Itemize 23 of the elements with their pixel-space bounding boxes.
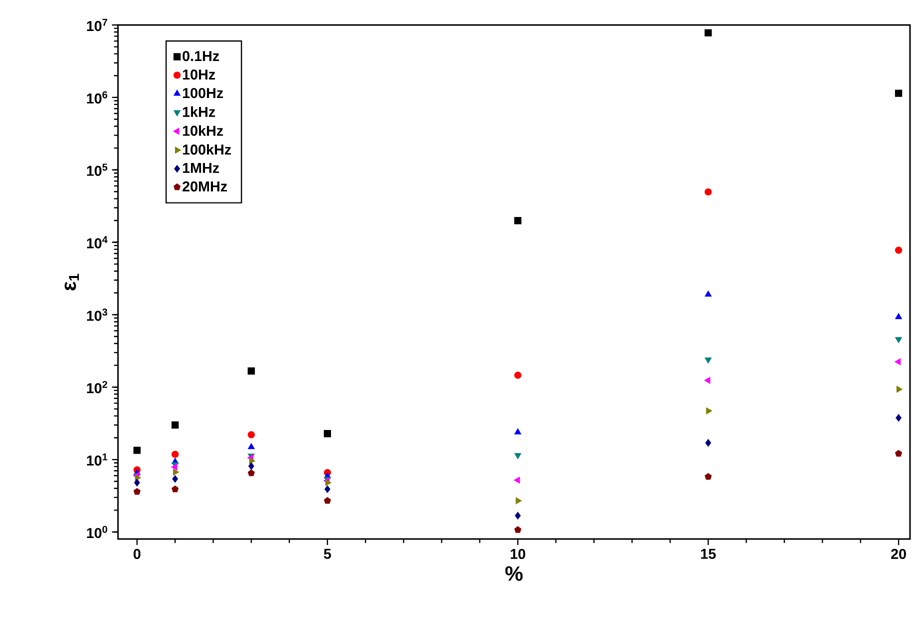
y-tick-label: 10$^{6}$ bbox=[87, 91, 108, 104]
x-tick-label: 0 bbox=[134, 548, 140, 560]
legend-label: 1MHz bbox=[182, 163, 219, 173]
legend-label: 100kHz bbox=[182, 144, 231, 155]
x-tick-label: 15 bbox=[701, 548, 716, 559]
y-tick-label: 10$^{1}$ bbox=[87, 453, 108, 466]
y-tick-label: 10$^{3}$ bbox=[87, 308, 108, 321]
legend-label: 10Hz bbox=[182, 69, 216, 80]
legend-label: 100Hz bbox=[182, 88, 223, 98]
y-tick-label: 10$^{2}$ bbox=[87, 380, 108, 394]
y-axis-title: ε$_{1}$ bbox=[64, 274, 79, 290]
y-tick-label: 10$^{4}$ bbox=[87, 236, 108, 248]
x-tick-label: 20 bbox=[891, 548, 906, 560]
x-tick-label: 10 bbox=[510, 548, 526, 560]
x-tick-label: 5 bbox=[324, 548, 332, 559]
legend-label: 10kHz bbox=[182, 125, 223, 136]
legend-label: 0.1Hz bbox=[182, 50, 220, 62]
y-tick-label: 10$^{0}$ bbox=[87, 526, 108, 538]
legend-label: 20MHz bbox=[182, 181, 227, 192]
x-axis-title: % bbox=[505, 566, 523, 581]
legend-label: 1kHz bbox=[182, 106, 216, 117]
y-tick-label: 10$^{5}$ bbox=[87, 164, 108, 176]
y-tick-label: 10$^{7}$ bbox=[87, 18, 108, 32]
